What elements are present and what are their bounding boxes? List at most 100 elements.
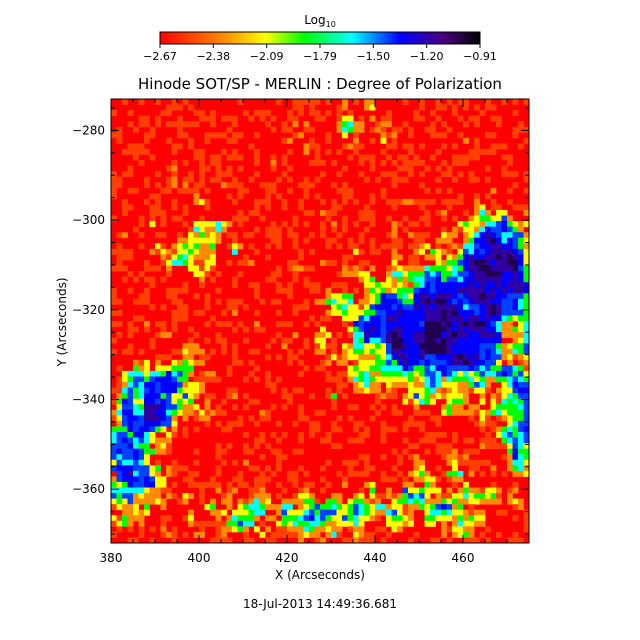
heatmap-cell bbox=[254, 326, 260, 333]
heatmap-cell bbox=[507, 415, 513, 422]
heatmap-cell bbox=[347, 115, 354, 122]
heatmap-cell bbox=[122, 432, 128, 438]
heatmap-cell bbox=[380, 359, 387, 366]
heatmap-cell bbox=[144, 376, 150, 383]
heatmap-cell bbox=[160, 259, 167, 266]
heatmap-cell bbox=[336, 359, 343, 366]
heatmap-cell bbox=[375, 248, 381, 255]
heatmap-cell bbox=[155, 487, 161, 494]
heatmap-cell bbox=[375, 282, 381, 289]
heatmap-cell bbox=[485, 293, 491, 300]
heatmap-cell bbox=[386, 132, 392, 139]
heatmap-cell bbox=[479, 365, 486, 372]
heatmap-cell bbox=[111, 476, 117, 483]
heatmap-cell bbox=[518, 404, 524, 411]
heatmap-cell bbox=[182, 282, 189, 289]
heatmap-cell bbox=[182, 398, 189, 405]
heatmap-cell bbox=[441, 298, 447, 305]
heatmap-cell bbox=[133, 454, 139, 461]
heatmap-cell bbox=[463, 326, 469, 333]
heatmap-cell bbox=[408, 304, 414, 311]
heatmap-cell bbox=[210, 265, 216, 272]
heatmap-cell bbox=[380, 148, 387, 155]
heatmap-cell bbox=[496, 237, 502, 244]
heatmap-cell bbox=[292, 515, 299, 522]
heatmap-cell bbox=[155, 398, 161, 405]
heatmap-cell bbox=[276, 237, 282, 244]
heatmap-cell bbox=[430, 337, 436, 344]
heatmap-cell bbox=[397, 265, 403, 272]
heatmap-cell bbox=[518, 143, 524, 150]
heatmap-cell bbox=[413, 237, 420, 244]
heatmap-cell bbox=[441, 365, 447, 372]
heatmap-cell bbox=[221, 337, 227, 344]
heatmap-cell bbox=[402, 504, 409, 511]
heatmap-cell bbox=[127, 187, 134, 194]
heatmap-cell bbox=[314, 160, 321, 166]
heatmap-cell bbox=[342, 126, 348, 133]
heatmap-cell bbox=[353, 198, 359, 205]
heatmap-cell bbox=[116, 498, 123, 505]
heatmap-cell bbox=[215, 409, 222, 416]
heatmap-cell bbox=[490, 204, 497, 211]
heatmap-cell bbox=[177, 348, 183, 355]
heatmap-cell bbox=[375, 493, 381, 499]
heatmap-cell bbox=[397, 509, 403, 516]
heatmap-cell bbox=[485, 221, 491, 228]
heatmap-cell bbox=[496, 210, 502, 216]
heatmap-cell bbox=[193, 393, 200, 400]
heatmap-cell bbox=[479, 387, 486, 394]
heatmap-cell bbox=[320, 315, 326, 322]
heatmap-cell bbox=[424, 187, 431, 194]
heatmap-cell bbox=[298, 370, 304, 377]
heatmap-cell bbox=[127, 254, 134, 261]
heatmap-cell bbox=[479, 110, 486, 117]
heatmap-cell bbox=[270, 271, 277, 277]
heatmap-cell bbox=[193, 426, 200, 433]
heatmap-cell bbox=[204, 187, 211, 194]
heatmap-cell bbox=[518, 354, 524, 361]
heatmap-cell bbox=[221, 409, 227, 416]
heatmap-cell bbox=[523, 526, 530, 533]
heatmap-cell bbox=[490, 282, 497, 289]
heatmap-cell bbox=[391, 504, 398, 511]
heatmap-cell bbox=[232, 476, 238, 483]
heatmap-cell bbox=[496, 254, 502, 261]
heatmap-cell bbox=[485, 498, 491, 505]
heatmap-cell bbox=[446, 354, 453, 361]
heatmap-cell bbox=[232, 298, 238, 305]
heatmap-cell bbox=[457, 193, 464, 200]
heatmap-cell bbox=[358, 210, 365, 216]
heatmap-cell bbox=[171, 404, 178, 411]
heatmap-cell bbox=[430, 432, 436, 438]
heatmap-cell bbox=[336, 531, 343, 538]
heatmap-cell bbox=[408, 365, 414, 372]
heatmap-cell bbox=[155, 354, 161, 361]
heatmap-cell bbox=[430, 282, 436, 289]
heatmap-cell bbox=[402, 370, 409, 377]
heatmap-cell bbox=[446, 282, 453, 289]
heatmap-cell bbox=[353, 470, 359, 477]
heatmap-cell bbox=[309, 104, 315, 111]
heatmap-cell bbox=[364, 504, 370, 511]
heatmap-cell bbox=[402, 376, 409, 383]
heatmap-cell bbox=[320, 476, 326, 483]
heatmap-cell bbox=[463, 237, 469, 244]
heatmap-cell bbox=[182, 387, 189, 394]
heatmap-cell bbox=[160, 376, 167, 383]
heatmap-cell bbox=[177, 115, 183, 122]
heatmap-cell bbox=[507, 259, 513, 266]
heatmap-cell bbox=[347, 504, 354, 511]
heatmap-cell bbox=[298, 465, 304, 472]
heatmap-cell bbox=[281, 393, 288, 400]
heatmap-cell bbox=[369, 321, 376, 327]
heatmap-cell bbox=[232, 176, 238, 183]
heatmap-cell bbox=[292, 259, 299, 266]
heatmap-cell bbox=[155, 470, 161, 477]
heatmap-cell bbox=[353, 387, 359, 394]
heatmap-cell bbox=[265, 226, 271, 233]
heatmap-cell bbox=[210, 476, 216, 483]
heatmap-cell bbox=[408, 254, 414, 261]
heatmap-cell bbox=[254, 498, 260, 505]
heatmap-cell bbox=[254, 321, 260, 327]
